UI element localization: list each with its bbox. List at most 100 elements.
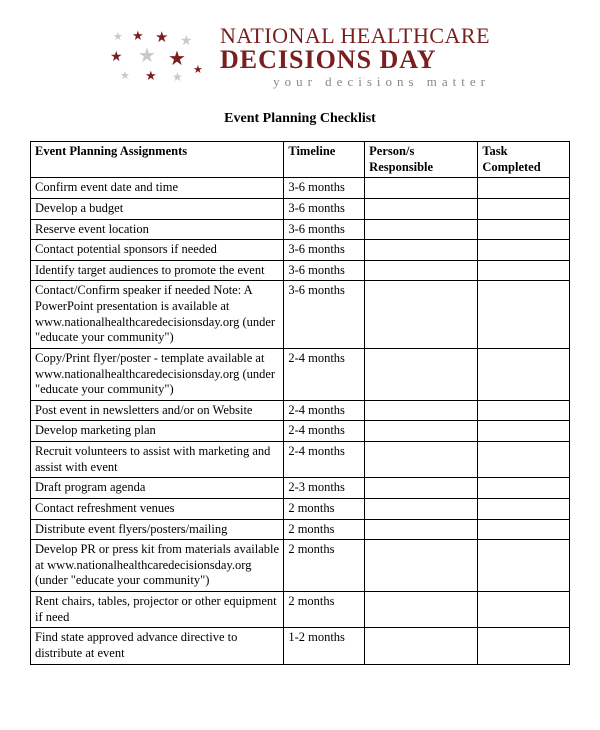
cell-person <box>365 498 478 519</box>
cell-completed <box>478 178 570 199</box>
cell-completed <box>478 592 570 628</box>
table-row: Recruit volunteers to assist with market… <box>31 442 570 478</box>
cell-person <box>365 219 478 240</box>
cell-completed <box>478 519 570 540</box>
cell-assignment: Reserve event location <box>31 219 284 240</box>
table-row: Develop marketing plan2-4 months <box>31 421 570 442</box>
cell-completed <box>478 540 570 592</box>
header-timeline: Timeline <box>284 142 365 178</box>
table-row: Develop PR or press kit from materials a… <box>31 540 570 592</box>
cell-assignment: Contact potential sponsors if needed <box>31 240 284 261</box>
logo-banner: ★ ★ ★ ★ ★ ★ ★ ★ ★ ★ ★ NATIONAL HEALTHCAR… <box>30 20 570 93</box>
cell-person <box>365 540 478 592</box>
cell-assignment: Post event in newsletters and/or on Webs… <box>31 400 284 421</box>
cell-person <box>365 421 478 442</box>
cell-person <box>365 628 478 664</box>
cell-person <box>365 348 478 400</box>
table-row: Post event in newsletters and/or on Webs… <box>31 400 570 421</box>
cell-timeline: 3-6 months <box>284 178 365 199</box>
star-icon: ★ <box>110 51 123 65</box>
cell-timeline: 2-4 months <box>284 400 365 421</box>
logo-line2: DECISIONS DAY <box>220 47 490 73</box>
cell-person <box>365 281 478 349</box>
star-icon: ★ <box>120 71 130 82</box>
cell-assignment: Identify target audiences to promote the… <box>31 260 284 281</box>
cell-timeline: 3-6 months <box>284 240 365 261</box>
cell-assignment: Draft program agenda <box>31 478 284 499</box>
star-icon: ★ <box>132 29 144 42</box>
cell-completed <box>478 442 570 478</box>
table-row: Confirm event date and time3-6 months <box>31 178 570 199</box>
cell-person <box>365 240 478 261</box>
star-icon: ★ <box>193 65 203 76</box>
cell-person <box>365 592 478 628</box>
cell-assignment: Develop a budget <box>31 198 284 219</box>
table-row: Reserve event location3-6 months <box>31 219 570 240</box>
cell-person <box>365 400 478 421</box>
cell-timeline: 2-4 months <box>284 442 365 478</box>
cell-timeline: 2 months <box>284 519 365 540</box>
star-icon: ★ <box>180 35 193 49</box>
cell-timeline: 2 months <box>284 592 365 628</box>
cell-timeline: 3-6 months <box>284 281 365 349</box>
cell-person <box>365 178 478 199</box>
cell-assignment: Find state approved advance directive to… <box>31 628 284 664</box>
cell-timeline: 3-6 months <box>284 260 365 281</box>
cell-completed <box>478 240 570 261</box>
cell-assignment: Copy/Print flyer/poster - template avail… <box>31 348 284 400</box>
cell-assignment: Develop marketing plan <box>31 421 284 442</box>
table-row: Rent chairs, tables, projector or other … <box>31 592 570 628</box>
cell-timeline: 2 months <box>284 498 365 519</box>
cell-timeline: 2-4 months <box>284 348 365 400</box>
cell-person <box>365 198 478 219</box>
cell-completed <box>478 219 570 240</box>
header-assignments: Event Planning Assignments <box>31 142 284 178</box>
cell-timeline: 2-4 months <box>284 421 365 442</box>
star-icon: ★ <box>172 71 183 83</box>
logo-tagline: your decisions matter <box>220 75 490 88</box>
logo-text: NATIONAL HEALTHCARE DECISIONS DAY your d… <box>220 25 490 88</box>
header-completed: Task Completed <box>478 142 570 178</box>
table-row: Develop a budget3-6 months <box>31 198 570 219</box>
cell-assignment: Contact/Confirm speaker if needed Note: … <box>31 281 284 349</box>
star-icon: ★ <box>168 49 186 69</box>
cell-completed <box>478 348 570 400</box>
cell-timeline: 2 months <box>284 540 365 592</box>
cell-completed <box>478 260 570 281</box>
cell-completed <box>478 400 570 421</box>
cell-completed <box>478 478 570 499</box>
table-row: Identify target audiences to promote the… <box>31 260 570 281</box>
cell-completed <box>478 281 570 349</box>
header-person: Person/s Responsible <box>365 142 478 178</box>
table-header-row: Event Planning Assignments Timeline Pers… <box>31 142 570 178</box>
cell-timeline: 1-2 months <box>284 628 365 664</box>
cell-assignment: Distribute event flyers/posters/mailing <box>31 519 284 540</box>
table-row: Copy/Print flyer/poster - template avail… <box>31 348 570 400</box>
cell-timeline: 2-3 months <box>284 478 365 499</box>
cell-person <box>365 442 478 478</box>
cell-assignment: Rent chairs, tables, projector or other … <box>31 592 284 628</box>
cell-assignment: Contact refreshment venues <box>31 498 284 519</box>
star-icon: ★ <box>113 32 123 43</box>
cell-timeline: 3-6 months <box>284 219 365 240</box>
table-row: Contact refreshment venues2 months <box>31 498 570 519</box>
cell-completed <box>478 498 570 519</box>
logo-stars: ★ ★ ★ ★ ★ ★ ★ ★ ★ ★ ★ <box>110 29 210 84</box>
cell-assignment: Confirm event date and time <box>31 178 284 199</box>
cell-timeline: 3-6 months <box>284 198 365 219</box>
star-icon: ★ <box>145 69 157 82</box>
cell-person <box>365 260 478 281</box>
cell-person <box>365 519 478 540</box>
cell-completed <box>478 628 570 664</box>
cell-completed <box>478 421 570 442</box>
table-row: Distribute event flyers/posters/mailing2… <box>31 519 570 540</box>
document-title: Event Planning Checklist <box>30 111 570 127</box>
cell-person <box>365 478 478 499</box>
cell-assignment: Develop PR or press kit from materials a… <box>31 540 284 592</box>
table-row: Contact/Confirm speaker if needed Note: … <box>31 281 570 349</box>
table-row: Draft program agenda2-3 months <box>31 478 570 499</box>
star-icon: ★ <box>155 31 168 46</box>
star-icon: ★ <box>138 46 156 66</box>
checklist-table: Event Planning Assignments Timeline Pers… <box>30 141 570 665</box>
cell-completed <box>478 198 570 219</box>
